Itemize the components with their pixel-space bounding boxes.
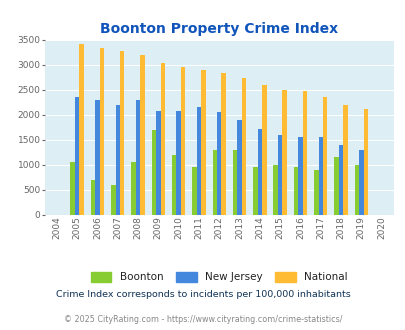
Bar [237, 119, 241, 214]
Bar [216, 112, 221, 214]
Bar [181, 67, 185, 214]
Bar [232, 149, 237, 214]
Bar [338, 145, 343, 214]
Title: Boonton Property Crime Index: Boonton Property Crime Index [100, 22, 337, 36]
Bar [221, 73, 226, 214]
Bar [241, 78, 245, 214]
Bar [120, 51, 124, 214]
Bar [273, 165, 277, 214]
Bar [95, 100, 99, 214]
Bar [262, 85, 266, 214]
Bar [79, 44, 83, 214]
Bar [363, 109, 367, 214]
Bar [200, 70, 205, 214]
Bar [334, 157, 338, 214]
Bar [302, 91, 307, 214]
Text: Crime Index corresponds to incidents per 100,000 inhabitants: Crime Index corresponds to incidents per… [55, 290, 350, 299]
Bar [192, 167, 196, 214]
Bar [172, 154, 176, 214]
Bar [354, 165, 358, 214]
Bar [277, 135, 282, 214]
Bar [358, 149, 363, 214]
Bar [160, 63, 164, 214]
Bar [318, 137, 322, 214]
Bar [176, 111, 181, 214]
Legend: Boonton, New Jersey, National: Boonton, New Jersey, National [90, 272, 347, 282]
Bar [151, 130, 156, 214]
Bar [313, 170, 318, 214]
Bar [70, 162, 75, 214]
Bar [253, 167, 257, 214]
Text: © 2025 CityRating.com - https://www.cityrating.com/crime-statistics/: © 2025 CityRating.com - https://www.city… [64, 315, 341, 324]
Bar [131, 162, 135, 214]
Bar [111, 184, 115, 215]
Bar [156, 111, 160, 214]
Bar [140, 54, 144, 214]
Bar [212, 149, 216, 214]
Bar [293, 167, 297, 214]
Bar [298, 137, 302, 214]
Bar [100, 48, 104, 214]
Bar [115, 105, 120, 214]
Bar [282, 90, 286, 214]
Bar [196, 107, 200, 214]
Bar [75, 97, 79, 214]
Bar [343, 105, 347, 214]
Bar [91, 180, 95, 214]
Bar [135, 100, 140, 214]
Bar [257, 129, 262, 214]
Bar [322, 97, 327, 214]
